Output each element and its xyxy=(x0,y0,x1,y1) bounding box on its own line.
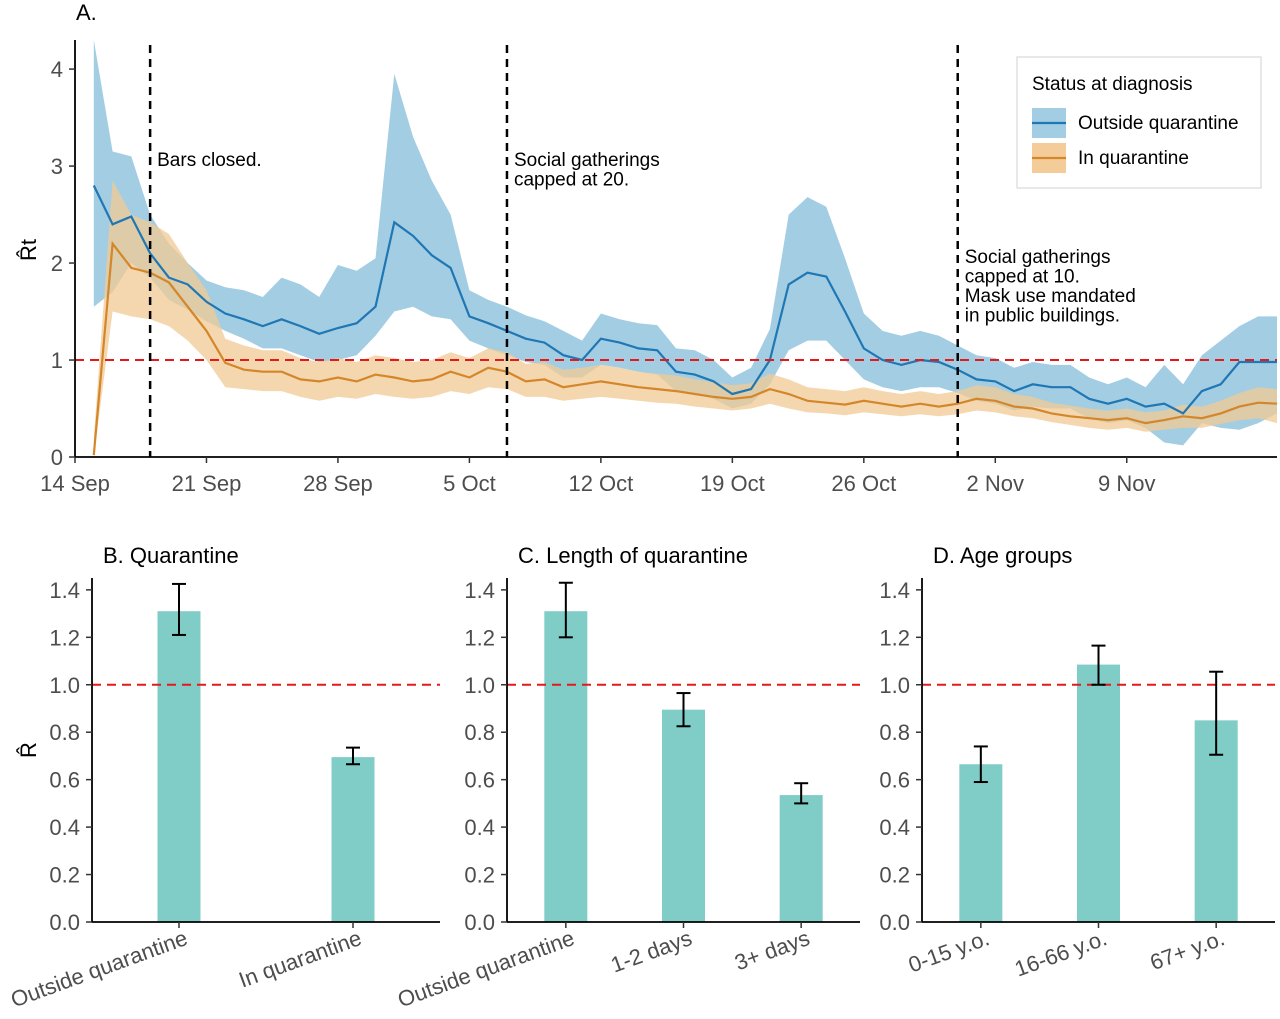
x-tick-label: In quarantine xyxy=(235,925,364,992)
y-tick-label: 0.0 xyxy=(49,910,80,935)
y-tick-label: 0.2 xyxy=(49,863,80,888)
y-tick-label: 0.2 xyxy=(464,863,495,888)
panel-title: B. Quarantine xyxy=(103,543,239,568)
x-tick-label: 28 Sep xyxy=(303,471,373,496)
y-axis-title: R̂t xyxy=(16,239,41,261)
y-tick-label: 4 xyxy=(51,57,63,82)
x-tick-label: 14 Sep xyxy=(40,471,110,496)
ci-band-inquar xyxy=(93,180,1277,457)
y-tick-label: 1.0 xyxy=(464,673,495,698)
y-axis-title: R̂ xyxy=(16,742,41,758)
series-line-inquar xyxy=(92,240,1278,456)
x-tick-label: 67+ y.o. xyxy=(1147,925,1228,975)
x-tick-label: Outside quarantine xyxy=(7,925,190,1012)
x-tick-label: Outside quarantine xyxy=(394,925,577,1012)
intervention-label: capped at 20. xyxy=(514,170,629,191)
intervention-label: Bars closed. xyxy=(157,150,262,171)
y-tick-label: 0.8 xyxy=(879,720,910,745)
y-tick-label: 0.0 xyxy=(879,910,910,935)
y-tick-label: 1 xyxy=(51,348,63,373)
panel-c: C. Length of quarantine 0.0 0.2 0.4 0.6 0.8 1.… xyxy=(394,543,860,1012)
x-tick-label: 3+ days xyxy=(731,925,813,975)
y-tick-label: 0.4 xyxy=(879,815,910,840)
x-tick-label: 2 Nov xyxy=(967,471,1024,496)
series-line-outside xyxy=(92,185,1277,415)
ci-band-outside xyxy=(93,40,1277,446)
y-tick-label: 0.4 xyxy=(49,815,80,840)
y-tick-label: 0.6 xyxy=(49,768,80,793)
bar xyxy=(662,709,705,922)
panel-title: D. Age groups xyxy=(933,543,1072,568)
bar xyxy=(1077,664,1120,922)
x-tick-label: 19 Oct xyxy=(700,471,765,496)
bar xyxy=(157,611,201,922)
x-tick-label: 16-66 y.o. xyxy=(1011,925,1110,981)
legend-title: Status at diagnosis xyxy=(1032,74,1193,95)
y-tick-label: 0.2 xyxy=(879,863,910,888)
intervention-label: Social gatherings xyxy=(514,150,660,171)
bar xyxy=(544,611,588,922)
x-tick-label: 5 Oct xyxy=(443,471,496,496)
y-tick-label: 0.6 xyxy=(464,768,495,793)
legend-label-outside: Outside quarantine xyxy=(1078,113,1239,134)
x-tick-label: 0-15 y.o. xyxy=(905,925,992,977)
intervention-label: Social gatherings xyxy=(965,247,1111,268)
panel-d: D. Age groups 0.0 0.2 0.4 0.6 0.8 1.0 1.2 1.4 0-1… xyxy=(879,543,1275,982)
bar xyxy=(779,795,823,922)
y-tick-label: 0.4 xyxy=(464,815,495,840)
y-tick-label: 0.8 xyxy=(464,720,495,745)
legend-label-inquar: In quarantine xyxy=(1078,148,1189,169)
y-tick-label: 1.2 xyxy=(879,625,910,650)
y-tick-label: 1.2 xyxy=(464,625,495,650)
y-tick-label: 2 xyxy=(51,251,63,276)
intervention-label: in public buildings. xyxy=(965,306,1120,327)
panel-b: B. Quarantine 0.0 0.2 0.4 0.6 0.8 1.0 1.2 1.4 Out… xyxy=(7,543,440,1012)
y-tick-label: 0.6 xyxy=(879,768,910,793)
y-tick-label: 1.4 xyxy=(464,578,495,603)
intervention-label: Mask use mandated xyxy=(965,286,1136,307)
y-tick-label: 0 xyxy=(51,445,63,470)
intervention-label: capped at 10. xyxy=(965,267,1080,288)
bar xyxy=(331,757,375,922)
panel-a-title: A. xyxy=(76,0,97,25)
panel-title: C. Length of quarantine xyxy=(518,543,748,568)
y-tick-label: 1.2 xyxy=(49,625,80,650)
x-tick-label: 12 Oct xyxy=(568,471,633,496)
y-tick-label: 1.0 xyxy=(879,673,910,698)
y-tick-label: 3 xyxy=(51,154,63,179)
x-tick-label: 21 Sep xyxy=(172,471,242,496)
x-tick-label: 1-2 days xyxy=(607,925,695,977)
y-tick-label: 1.0 xyxy=(49,673,80,698)
y-tick-label: 0.0 xyxy=(464,910,495,935)
bar xyxy=(959,764,1003,922)
y-tick-label: 1.4 xyxy=(49,578,80,603)
y-tick-label: 0.8 xyxy=(49,720,80,745)
y-tick-label: 1.4 xyxy=(879,578,910,603)
x-tick-label: 26 Oct xyxy=(831,471,896,496)
x-tick-label: 9 Nov xyxy=(1098,471,1155,496)
